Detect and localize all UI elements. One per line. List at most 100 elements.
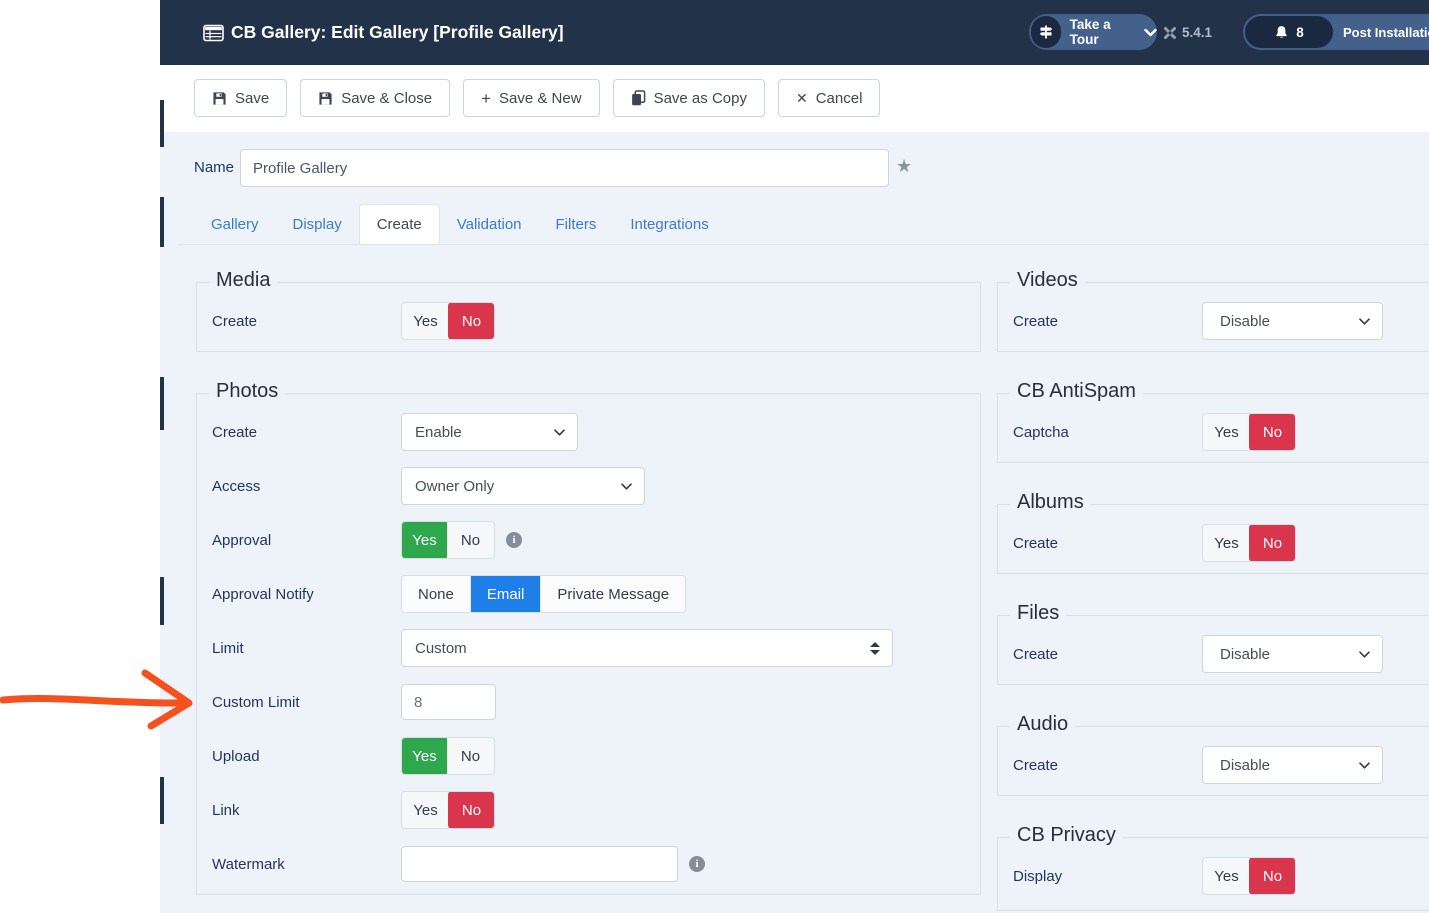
videos-create-select[interactable]: Disable bbox=[1202, 302, 1383, 340]
photos-approval-notify-group: None Email Private Message bbox=[401, 575, 687, 613]
toggle-yes[interactable]: Yes bbox=[402, 522, 448, 558]
toggle-yes[interactable]: Yes bbox=[402, 738, 448, 774]
cancel-button[interactable]: ✕ Cancel bbox=[777, 79, 881, 117]
info-icon bbox=[506, 532, 522, 548]
files-create-select[interactable]: Disable bbox=[1202, 635, 1383, 673]
section-title: Files bbox=[1010, 602, 1067, 625]
name-label: Name bbox=[194, 159, 235, 176]
photos-approval-toggle: Yes No bbox=[401, 521, 495, 559]
captcha-toggle: Yes No bbox=[1202, 413, 1296, 451]
field-row-photos-watermark: Watermark bbox=[212, 846, 980, 882]
save-as-copy-button[interactable]: Save as Copy bbox=[612, 79, 765, 117]
tab-gallery[interactable]: Gallery bbox=[211, 215, 259, 233]
chevron-down-icon bbox=[621, 482, 632, 490]
chevron-down-icon bbox=[1359, 317, 1370, 325]
app-header: CB Gallery: Edit Gallery [Profile Galler… bbox=[160, 0, 1429, 65]
copy-icon bbox=[631, 90, 646, 106]
toggle-yes[interactable]: Yes bbox=[1203, 525, 1250, 561]
toggle-no[interactable]: No bbox=[447, 522, 494, 558]
section-audio: Audio Create Disable bbox=[997, 713, 1429, 796]
tab-bar: Gallery Display Create Validation Filter… bbox=[178, 204, 1429, 245]
joomla-icon bbox=[1163, 26, 1177, 40]
toggle-no[interactable]: No bbox=[448, 303, 494, 339]
up-down-arrows-icon bbox=[870, 641, 880, 655]
section-albums: Albums Create Yes No bbox=[997, 491, 1429, 574]
privacy-display-toggle: Yes No bbox=[1202, 857, 1296, 895]
tab-filters[interactable]: Filters bbox=[555, 215, 597, 233]
tab-validation[interactable]: Validation bbox=[456, 215, 522, 233]
sidebar-edge-fragment bbox=[160, 100, 164, 147]
field-row-photos-upload: Upload Yes No bbox=[212, 737, 980, 775]
tab-create[interactable]: Create bbox=[358, 204, 440, 244]
toolbar: Save Save & Close + Save & New Save as C… bbox=[194, 79, 881, 117]
photos-limit-select[interactable]: Custom bbox=[401, 629, 893, 667]
notification-count-badge: 8 bbox=[1296, 24, 1304, 40]
photos-custom-limit-input[interactable] bbox=[401, 684, 496, 720]
section-title: CB AntiSpam bbox=[1010, 380, 1143, 403]
field-row-photos-custom-limit: Custom Limit bbox=[212, 684, 980, 720]
floppy-icon bbox=[318, 91, 333, 106]
field-row-photos-link: Link Yes No bbox=[212, 791, 980, 829]
toggle-no[interactable]: No bbox=[448, 792, 494, 828]
field-row-privacy-display: Display Yes No bbox=[1013, 857, 1429, 895]
field-row-antispam-captcha: Captcha Yes No bbox=[1013, 413, 1429, 451]
sidebar-edge-fragment bbox=[160, 577, 164, 625]
notify-private-message-button[interactable]: Private Message bbox=[541, 576, 686, 612]
toggle-yes[interactable]: Yes bbox=[1203, 414, 1250, 450]
photos-create-select[interactable]: Enable bbox=[401, 413, 578, 451]
chevron-down-icon bbox=[1359, 650, 1370, 658]
save-and-close-button[interactable]: Save & Close bbox=[300, 79, 451, 117]
close-icon: ✕ bbox=[795, 90, 808, 106]
toggle-yes[interactable]: Yes bbox=[402, 792, 449, 828]
field-row-audio-create: Create Disable bbox=[1013, 746, 1429, 784]
section-title: Photos bbox=[209, 380, 286, 403]
save-and-new-button[interactable]: + Save & New bbox=[463, 79, 600, 117]
tab-display[interactable]: Display bbox=[292, 215, 342, 233]
section-cb-privacy: CB Privacy Display Yes No bbox=[997, 824, 1429, 911]
save-button[interactable]: Save bbox=[194, 79, 288, 117]
tab-integrations[interactable]: Integrations bbox=[630, 215, 709, 233]
photos-upload-toggle: Yes No bbox=[401, 737, 495, 775]
chevron-down-icon bbox=[1359, 761, 1370, 769]
section-cb-antispam: CB AntiSpam Captcha Yes No bbox=[997, 380, 1429, 463]
take-a-tour-button[interactable]: Take a Tour bbox=[1029, 14, 1157, 50]
bell-icon bbox=[1274, 25, 1289, 40]
notify-none-button[interactable]: None bbox=[402, 576, 471, 612]
photos-link-toggle: Yes No bbox=[401, 791, 495, 829]
toggle-no[interactable]: No bbox=[447, 738, 494, 774]
post-installation-messages-button[interactable]: 8 Post Installation Message bbox=[1243, 14, 1429, 50]
toggle-no[interactable]: No bbox=[1249, 525, 1295, 561]
info-icon bbox=[689, 856, 705, 872]
sidebar-edge-fragment bbox=[160, 197, 164, 247]
section-photos: Photos Create Enable Access Owner Only A… bbox=[196, 380, 981, 895]
section-files: Files Create Disable bbox=[997, 602, 1429, 685]
table-icon bbox=[203, 24, 224, 42]
version-indicator: 5.4.1 bbox=[1163, 0, 1212, 65]
section-title: CB Privacy bbox=[1010, 824, 1123, 847]
photos-watermark-input[interactable] bbox=[401, 846, 678, 882]
page-title: CB Gallery: Edit Gallery [Profile Galler… bbox=[203, 0, 564, 65]
signpost-icon bbox=[1031, 16, 1061, 48]
field-row-photos-limit: Limit Custom bbox=[212, 629, 980, 667]
field-row-photos-approval: Approval Yes No bbox=[212, 521, 980, 559]
required-star-icon: ★ bbox=[896, 156, 913, 176]
gallery-name-input[interactable] bbox=[240, 149, 889, 187]
field-row-albums-create: Create Yes No bbox=[1013, 524, 1429, 562]
section-title: Media bbox=[209, 269, 278, 292]
audio-create-select[interactable]: Disable bbox=[1202, 746, 1383, 784]
toggle-no[interactable]: No bbox=[1249, 858, 1295, 894]
sidebar-edge-fragment bbox=[160, 377, 164, 430]
media-create-toggle: Yes No bbox=[401, 302, 495, 340]
chevron-down-icon bbox=[554, 428, 565, 436]
toggle-yes[interactable]: Yes bbox=[402, 303, 449, 339]
field-row-files-create: Create Disable bbox=[1013, 635, 1429, 673]
albums-create-toggle: Yes No bbox=[1202, 524, 1296, 562]
section-title: Albums bbox=[1010, 491, 1091, 514]
toggle-yes[interactable]: Yes bbox=[1203, 858, 1250, 894]
field-row-photos-access: Access Owner Only bbox=[212, 467, 980, 505]
notify-email-button[interactable]: Email bbox=[470, 576, 542, 612]
photos-access-select[interactable]: Owner Only bbox=[401, 467, 645, 505]
field-row-photos-approval-notify: Approval Notify None Email Private Messa… bbox=[212, 575, 980, 613]
toggle-no[interactable]: No bbox=[1249, 414, 1295, 450]
